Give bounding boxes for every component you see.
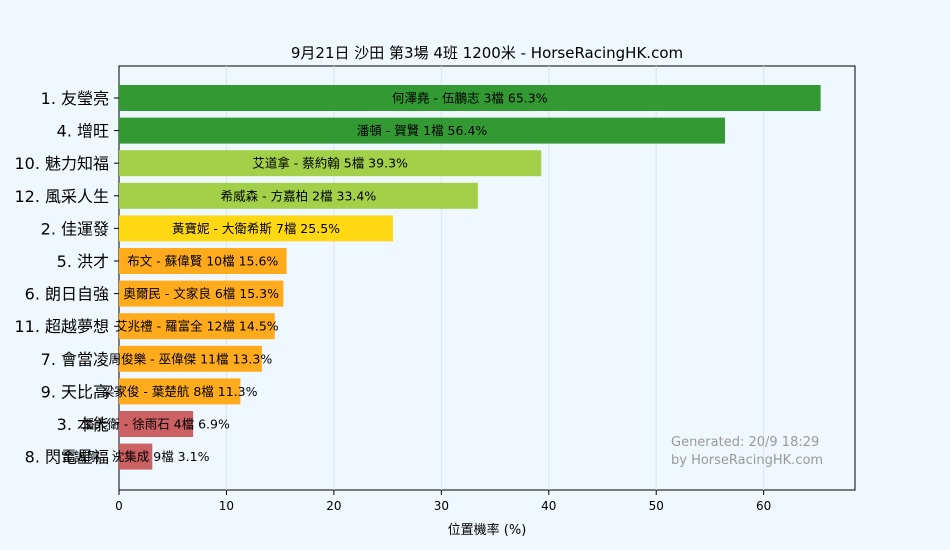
x-axis-ticks: 0 10 20 30 40 50 60 bbox=[115, 490, 771, 513]
category-label: 8. 閃電星福 bbox=[25, 448, 109, 467]
bar-data-label: 梁家俊 - 葉楚航 8檔 11.3% bbox=[102, 384, 258, 399]
x-tick-label: 40 bbox=[541, 499, 556, 513]
category-label: 9. 天比高 bbox=[41, 382, 109, 401]
category-label: 6. 朗日自強 bbox=[25, 285, 109, 304]
bar bbox=[119, 150, 542, 177]
bar bbox=[119, 248, 287, 274]
x-tick-label: 50 bbox=[649, 499, 664, 513]
category-label: 2. 佳運發 bbox=[41, 219, 109, 238]
bar bbox=[119, 313, 275, 340]
category-label: 10. 魅力知福 bbox=[14, 154, 109, 173]
bar-data-label: 金誠剛 - 沈集成 9檔 3.1% bbox=[62, 449, 210, 464]
x-tick-label: 30 bbox=[434, 499, 449, 513]
bar-data-label: 艾道拿 - 蔡約翰 5檔 39.3% bbox=[252, 156, 408, 171]
category-label: 11. 超越夢想 bbox=[14, 317, 109, 336]
category-label: 3. 本能 bbox=[57, 415, 109, 434]
bar bbox=[119, 443, 153, 470]
category-label: 4. 增旺 bbox=[57, 122, 109, 141]
bar bbox=[119, 117, 725, 144]
generated-annotation: Generated: 20/9 18:29 bbox=[671, 435, 819, 450]
bar bbox=[119, 378, 241, 405]
bar-data-label: 潘頓 - 賀賢 1檔 56.4% bbox=[357, 123, 488, 138]
bar bbox=[119, 85, 821, 111]
category-label: 12. 風采人生 bbox=[14, 187, 109, 206]
category-label: 7. 會當凌 bbox=[41, 350, 109, 369]
bar-data-label: 周俊樂 - 巫偉傑 11檔 13.3% bbox=[109, 351, 273, 366]
bar-data-label: 黃寶妮 - 大衛希斯 7檔 25.5% bbox=[172, 221, 340, 236]
category-label: 1. 友瑩亮 bbox=[41, 89, 109, 108]
bar-data-label: 潘大衛 - 徐雨石 4檔 6.9% bbox=[82, 417, 230, 432]
bar bbox=[119, 345, 262, 372]
bar bbox=[119, 182, 478, 209]
x-axis-title: 位置機率 (%) bbox=[448, 522, 527, 538]
bar-data-label: 何澤堯 - 伍鵬志 3檔 65.3% bbox=[392, 91, 548, 106]
bars-group bbox=[119, 85, 821, 470]
bar-data-label: 艾兆禮 - 羅富全 12檔 14.5% bbox=[115, 319, 279, 334]
bar-data-label: 奧爾民 - 文家良 6檔 15.3% bbox=[123, 286, 279, 301]
x-tick-label: 60 bbox=[756, 499, 771, 513]
bar bbox=[119, 411, 194, 437]
x-tick-label: 20 bbox=[326, 499, 341, 513]
bar-labels-group: 何澤堯 - 伍鵬志 3檔 65.3% 潘頓 - 賀賢 1檔 56.4% 艾道拿 - … bbox=[62, 91, 548, 465]
bar-data-label: 希威森 - 方嘉柏 2檔 33.4% bbox=[221, 188, 377, 203]
bar-data-label: 布文 - 蘇偉賢 10檔 15.6% bbox=[127, 254, 278, 269]
chart-title: 9月21日 沙田 第3場 4班 1200米 - HorseRacingHK.co… bbox=[291, 44, 683, 62]
bar bbox=[119, 215, 393, 242]
category-label: 5. 洪才 bbox=[57, 252, 109, 271]
x-tick-label: 10 bbox=[219, 499, 234, 513]
source-annotation: by HorseRacingHK.com bbox=[671, 453, 823, 468]
bar bbox=[119, 280, 284, 307]
x-tick-label: 0 bbox=[115, 499, 123, 513]
category-labels-group: 1. 友瑩亮 4. 增旺 10. 魅力知福 12. 風采人生 2. 佳運發 5. 洪才 6.… bbox=[14, 89, 119, 467]
